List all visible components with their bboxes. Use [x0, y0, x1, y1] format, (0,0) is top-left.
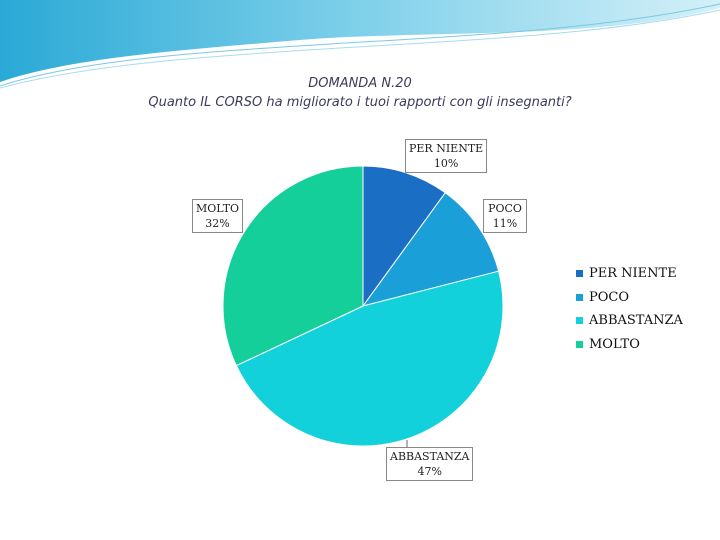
- pie-slice-poco: [361, 192, 500, 307]
- header-wave-decoration: [0, 0, 720, 89]
- chart-subtitle: Quanto IL CORSO ha migliorato i tuoi rap…: [148, 95, 572, 110]
- legend-label: POCO: [589, 289, 630, 305]
- data-label-category: MOLTO: [196, 202, 240, 215]
- data-label-value: 47%: [417, 465, 442, 478]
- data-label-value: 10%: [433, 157, 459, 170]
- data-label-category: POCO: [488, 202, 522, 215]
- legend-swatch: [576, 270, 583, 278]
- legend-item-per-niente: PER NIENTE: [576, 262, 683, 286]
- chart-legend: PER NIENTE POCO ABBASTANZA MOLTO: [576, 262, 683, 356]
- legend-item-molto: MOLTO: [576, 333, 683, 357]
- data-label-molto: MOLTO 32%: [192, 199, 244, 233]
- legend-label: ABBASTANZA: [589, 313, 683, 329]
- pie-slice-abbastanza: [235, 270, 504, 447]
- legend-item-abbastanza: ABBASTANZA: [576, 309, 683, 333]
- data-label-per-niente: PER NIENTE 10%: [405, 139, 488, 173]
- pie-slice-molto: [222, 165, 364, 367]
- legend-label: PER NIENTE: [589, 266, 677, 282]
- legend-swatch: [576, 340, 583, 348]
- data-label-value: 11%: [492, 217, 518, 230]
- data-label-category: ABBASTANZA: [390, 450, 470, 463]
- data-label-abbastanza: ABBASTANZA 47%: [386, 447, 474, 481]
- legend-label: MOLTO: [589, 336, 640, 352]
- data-label-poco: POCO 11%: [483, 199, 527, 233]
- legend-swatch: [576, 317, 583, 325]
- legend-item-poco: POCO: [576, 286, 683, 310]
- chart-title: DOMANDA N.20: [308, 76, 412, 91]
- data-label-category: PER NIENTE: [409, 142, 484, 155]
- legend-swatch: [576, 293, 583, 301]
- data-label-value: 32%: [205, 217, 230, 230]
